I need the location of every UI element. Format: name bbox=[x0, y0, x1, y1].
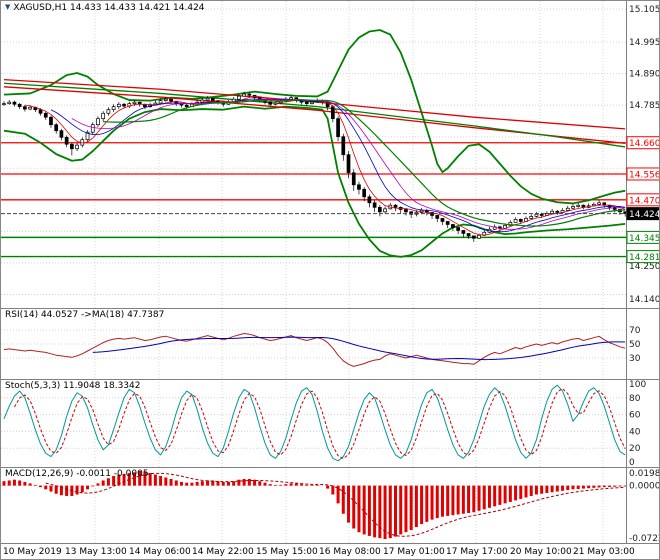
svg-text:14.281: 14.281 bbox=[629, 253, 660, 263]
price-chart-panel[interactable]: 15.105 14.995 14.890 14.785 14.250 14.140 14.6… bbox=[1, 1, 660, 308]
svg-text:-0.0722: -0.0722 bbox=[629, 534, 660, 543]
time-axis-label: 20 May 10:00 bbox=[510, 547, 572, 557]
svg-text:70: 70 bbox=[629, 326, 641, 336]
time-axis-label: 13 May 13:00 bbox=[65, 547, 127, 557]
svg-text:14.890: 14.890 bbox=[629, 70, 660, 80]
svg-text:80: 80 bbox=[629, 394, 641, 404]
time-axis[interactable]: 10 May 2019 13 May 13:00 14 May 06:00 14 Ma… bbox=[1, 543, 659, 559]
rsi-panel[interactable]: 70 50 30 RSI(14) 44.0527 ->MA(18) 47.7387 bbox=[1, 308, 660, 379]
svg-text:0.0000: 0.0000 bbox=[629, 482, 660, 492]
svg-text:60: 60 bbox=[629, 411, 641, 421]
time-axis-label: 17 May 17:00 bbox=[446, 547, 508, 557]
svg-text:14.785: 14.785 bbox=[629, 101, 660, 111]
svg-text:14.660: 14.660 bbox=[629, 139, 660, 149]
stochastic-label: Stoch(5,3,3) 11.9048 18.3342 bbox=[5, 381, 141, 391]
time-axis-label: 14 May 22:00 bbox=[192, 547, 254, 557]
time-axis-label: 14 May 06:00 bbox=[129, 547, 191, 557]
rsi-canvas[interactable]: 70 50 30 bbox=[1, 308, 660, 379]
svg-text:14.556: 14.556 bbox=[629, 170, 660, 180]
svg-text:14.140: 14.140 bbox=[629, 295, 660, 305]
time-axis-label: 16 May 08:00 bbox=[319, 547, 381, 557]
chart-title: ▼ XAGUSD,H1 14.433 14.433 14.421 14.424 bbox=[5, 3, 205, 13]
rsi-label: RSI(14) 44.0527 ->MA(18) 47.7387 bbox=[5, 310, 165, 320]
svg-text:20: 20 bbox=[629, 444, 641, 454]
chart-title-text: XAGUSD,H1 14.433 14.433 14.421 14.424 bbox=[13, 3, 205, 13]
macd-panel[interactable]: 0.0198 0.0000 -0.0722 MACD(12,26,9) -0.001… bbox=[1, 467, 660, 543]
svg-text:0.0198: 0.0198 bbox=[629, 469, 660, 479]
stochastic-canvas[interactable]: 100 80 60 40 20 0 bbox=[1, 379, 660, 467]
time-axis-label: 17 May 01:00 bbox=[383, 547, 445, 557]
svg-text:50: 50 bbox=[629, 340, 641, 350]
svg-text:100: 100 bbox=[629, 380, 646, 390]
chart-dropdown-icon[interactable]: ▼ bbox=[5, 3, 11, 11]
price-chart-canvas[interactable]: 15.105 14.995 14.890 14.785 14.250 14.140 14.6… bbox=[1, 1, 660, 308]
time-axis-label: 21 May 03:00 bbox=[573, 547, 635, 557]
svg-text:14.424: 14.424 bbox=[629, 210, 660, 220]
svg-text:14.995: 14.995 bbox=[629, 38, 660, 48]
macd-label: MACD(12,26,9) -0.0011 -0.0005 bbox=[5, 469, 149, 479]
svg-text:15.105: 15.105 bbox=[629, 5, 660, 15]
svg-text:14.250: 14.250 bbox=[629, 262, 660, 272]
svg-text:14.470: 14.470 bbox=[629, 196, 660, 206]
svg-text:30: 30 bbox=[629, 354, 641, 364]
svg-text:0: 0 bbox=[629, 458, 635, 467]
time-axis-label: 10 May 2019 bbox=[3, 547, 62, 557]
time-axis-label: 15 May 15:00 bbox=[256, 547, 318, 557]
stochastic-panel[interactable]: 100 80 60 40 20 0 Stoch(5,3,3) 11.9048 18.334… bbox=[1, 379, 660, 467]
svg-text:40: 40 bbox=[629, 427, 641, 437]
macd-canvas[interactable]: 0.0198 0.0000 -0.0722 bbox=[1, 467, 660, 543]
svg-text:14.345: 14.345 bbox=[629, 234, 660, 244]
